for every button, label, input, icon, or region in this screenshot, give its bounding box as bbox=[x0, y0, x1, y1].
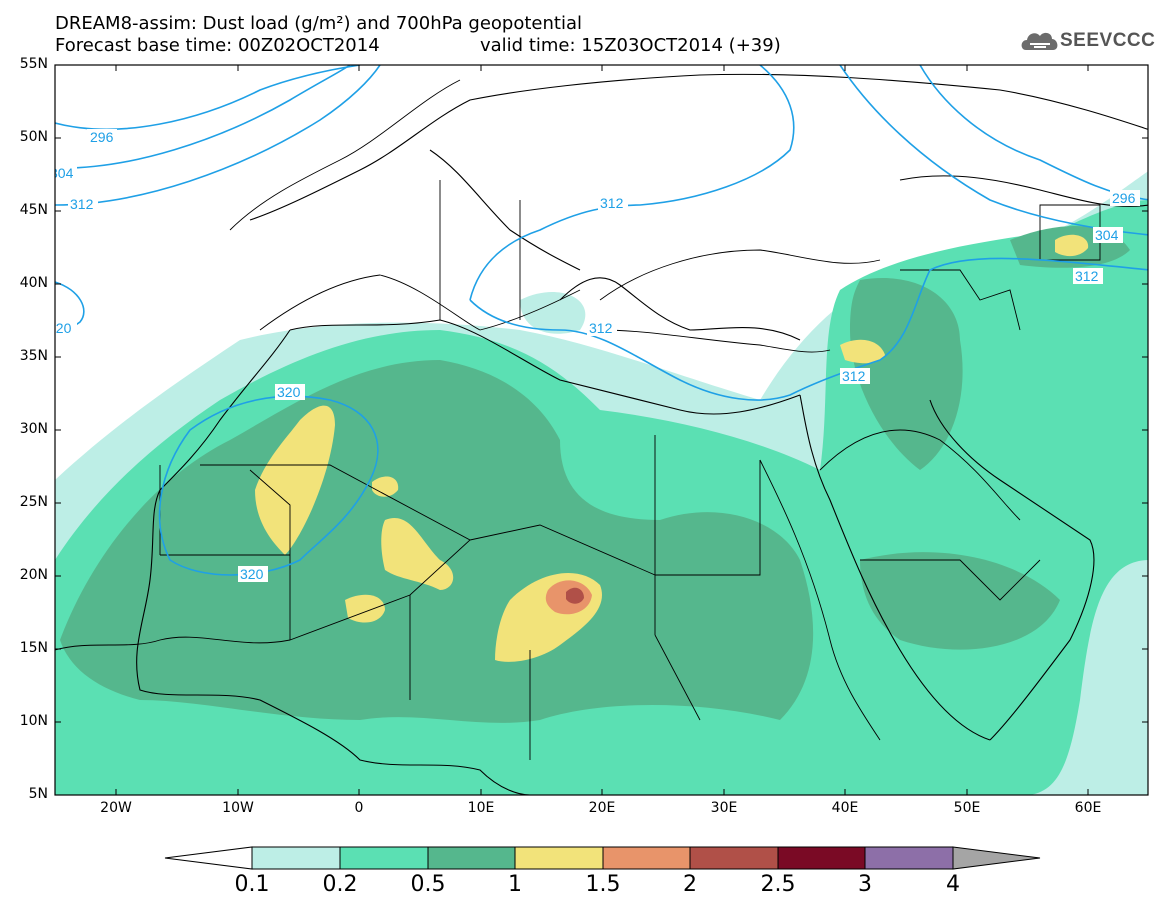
dust-area-dark-2 bbox=[850, 278, 963, 470]
lat-label: 5N bbox=[28, 786, 48, 802]
dust-area-yellow-5 bbox=[840, 339, 885, 364]
contour-label: 320 bbox=[240, 566, 264, 582]
dust-area-yellow-4 bbox=[345, 594, 385, 623]
lat-label: 45N bbox=[19, 202, 48, 218]
dust-area-dark-4 bbox=[860, 552, 1060, 650]
lon-label: 10W bbox=[222, 800, 254, 816]
lon-label: 10E bbox=[467, 800, 495, 816]
valid-time: valid time: 15Z03OCT2014 (+39) bbox=[480, 35, 781, 56]
lon-label: 30E bbox=[710, 800, 738, 816]
colorbar-label: 1.5 bbox=[585, 872, 621, 897]
forecast-base-time: Forecast base time: 00Z02OCT2014 bbox=[55, 35, 380, 56]
colorbar bbox=[164, 846, 1041, 870]
colorbar-label: 4 bbox=[946, 872, 960, 897]
contour-label: 312 bbox=[842, 368, 866, 384]
contour-label: 312 bbox=[1075, 268, 1099, 284]
lon-label: 20E bbox=[588, 800, 616, 816]
contour-label: 312 bbox=[70, 196, 94, 212]
colorbar-label: 2.5 bbox=[760, 872, 796, 897]
colorbar-right-arrow bbox=[952, 846, 1041, 870]
contour-label: 320 bbox=[48, 320, 72, 336]
contour-label: 304 bbox=[1095, 227, 1119, 243]
colorbar-swatch bbox=[251, 846, 341, 870]
dust-area-red bbox=[566, 587, 584, 604]
logo-text: SEEVCCC bbox=[1060, 30, 1156, 51]
colorbar-swatch bbox=[689, 846, 779, 870]
contour-label: 320 bbox=[277, 384, 301, 400]
lon-label: 0 bbox=[354, 800, 364, 816]
dust-area-yellow-1 bbox=[255, 405, 335, 555]
contour-label: 312 bbox=[600, 195, 624, 211]
lon-label: 60E bbox=[1074, 800, 1102, 816]
contour-label: 312 bbox=[589, 320, 613, 336]
lon-label: 40E bbox=[831, 800, 859, 816]
colorbar-swatch bbox=[514, 846, 604, 870]
lon-label: 50E bbox=[953, 800, 981, 816]
colorbar-left-arrow bbox=[164, 846, 253, 870]
colorbar-label: 0.5 bbox=[410, 872, 446, 897]
contour-label: 296 bbox=[90, 129, 114, 145]
lat-label: 20N bbox=[19, 567, 48, 583]
lat-label: 15N bbox=[19, 640, 48, 656]
dust-area-yellow-6 bbox=[1055, 234, 1089, 257]
colorbar-label: 0.1 bbox=[234, 872, 270, 897]
contour-label: 296 bbox=[1112, 190, 1136, 206]
contour-label: 304 bbox=[50, 165, 74, 181]
dust-area-light-2 bbox=[520, 291, 586, 334]
axis-ticks bbox=[55, 64, 1148, 795]
colorbar-label: 1 bbox=[508, 872, 522, 897]
map-title: DREAM8-assim: Dust load (g/m²) and 700hP… bbox=[55, 13, 582, 34]
colorbar-swatch bbox=[602, 846, 691, 870]
dust-area-dark bbox=[60, 360, 814, 723]
lat-label: 40N bbox=[19, 275, 48, 291]
lat-label: 25N bbox=[19, 494, 48, 510]
dust-area-yellow-7 bbox=[372, 476, 399, 497]
logo: SEEVCCC bbox=[1018, 26, 1155, 56]
colorbar-label: 3 bbox=[858, 872, 872, 897]
lon-label: 20W bbox=[100, 800, 132, 816]
colorbar-swatch bbox=[864, 846, 954, 870]
contour-labels: 296 304 312 320 296 304 312 312 312 312 … bbox=[48, 129, 1140, 582]
cloud-logo-icon bbox=[1021, 32, 1058, 50]
colorbar-swatch bbox=[339, 846, 429, 870]
coastlines bbox=[136, 73, 1148, 795]
colorbar-swatch bbox=[427, 846, 516, 870]
colorbar-label: 2 bbox=[683, 872, 697, 897]
lat-label: 55N bbox=[19, 56, 48, 72]
lat-label: 30N bbox=[19, 421, 48, 437]
colorbar-swatch bbox=[777, 846, 866, 870]
lat-label: 50N bbox=[19, 129, 48, 145]
colorbar-label: 0.2 bbox=[322, 872, 358, 897]
lat-label: 10N bbox=[19, 713, 48, 729]
lat-label: 35N bbox=[19, 348, 48, 364]
